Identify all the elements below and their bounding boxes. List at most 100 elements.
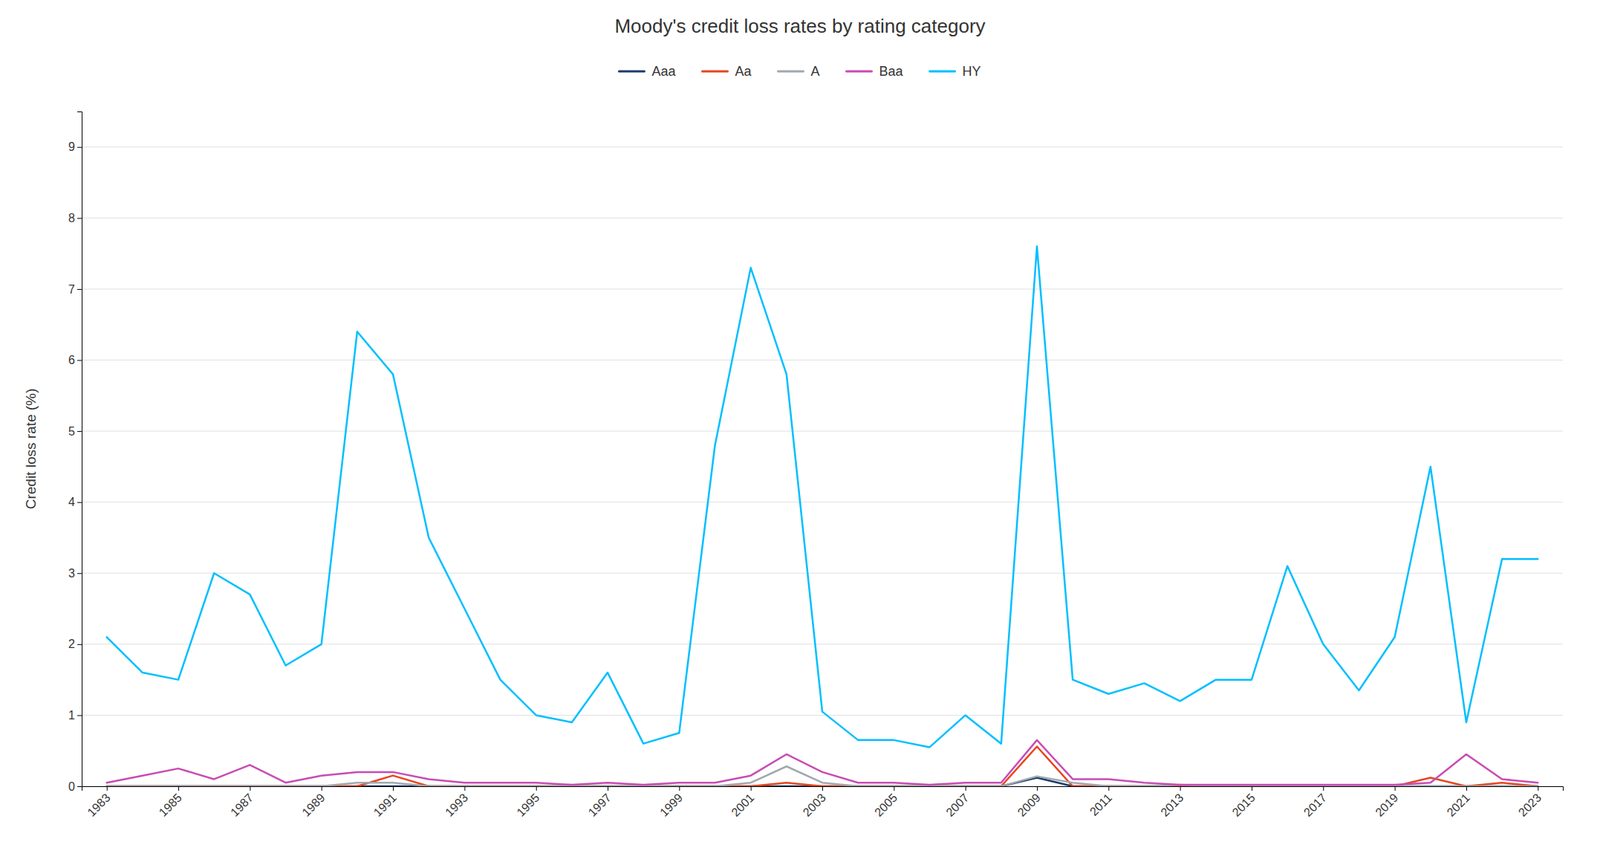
y-axis: 0 1 2 3 4 5 6 7 8 9 (68, 112, 82, 793)
y-axis-title: Credit loss rate (%) (23, 388, 39, 510)
x-tick: 1995 (514, 785, 542, 819)
tick-mark (1251, 785, 1253, 791)
x-tick: 1985 (156, 785, 185, 819)
legend-swatch (929, 70, 956, 73)
tick-mark (607, 785, 609, 791)
x-tick: 1989 (299, 785, 327, 819)
x-tick-label: 2021 (1444, 791, 1473, 819)
legend-swatch (846, 70, 873, 73)
tick-mark (77, 714, 82, 716)
x-tick: 1993 (442, 785, 471, 819)
axis-line (77, 112, 83, 787)
tick-mark (893, 785, 895, 791)
y-tick: 0 (68, 779, 82, 793)
grid-line (81, 146, 1563, 148)
x-tick-label: 1991 (371, 791, 399, 819)
series-line (106, 739, 1539, 785)
x-tick-label: 2009 (1015, 791, 1043, 819)
y-tick: 3 (68, 566, 82, 580)
x-tick-label: 2015 (1230, 791, 1258, 819)
tick-mark (464, 785, 465, 791)
x-tick-label: 2001 (728, 791, 757, 819)
plot: 1983198519871989199119931995199719992001… (68, 112, 1563, 819)
x-tick: 2011 (1087, 785, 1115, 818)
tick-mark (1394, 785, 1396, 791)
x-tick-label: 1989 (299, 791, 327, 819)
x-tick-label: 1993 (442, 791, 471, 819)
tick-mark (1322, 785, 1324, 791)
tick-mark (678, 785, 680, 791)
tick-mark (77, 360, 82, 362)
tick-mark (77, 288, 82, 290)
x-tick-label: 2023 (1516, 791, 1544, 819)
legend-label: Aaa (651, 63, 676, 79)
y-tick: 4 (68, 495, 82, 509)
y-tick-label: 6 (68, 353, 76, 367)
x-axis: 1983 1985 1987 1989 1991 1993 1995 1997 1999 2001… (82, 785, 1564, 819)
title: Moody's credit loss rates by rating cate… (614, 14, 985, 38)
x-tick-label: 1983 (84, 791, 113, 819)
x-tick: 2007 (943, 785, 971, 819)
grid-line (81, 430, 1563, 432)
x-tick-label: 2017 (1301, 791, 1329, 819)
x-tick: 2005 (872, 785, 900, 819)
legend-swatch (778, 70, 804, 73)
y-tick: 9 (68, 140, 82, 154)
y-tick-label: 2 (68, 637, 76, 650)
x-tick-label: 1985 (156, 791, 185, 819)
tick-mark (965, 785, 967, 791)
tick-mark (1036, 785, 1038, 791)
tick-mark (77, 785, 82, 787)
axis-line (82, 786, 1564, 792)
x-tick-label: 2007 (943, 791, 971, 819)
y-tick: 6 (68, 353, 82, 367)
x-tick: 1997 (586, 785, 614, 819)
x-tick: 2013 (1158, 785, 1186, 819)
legend-swatch (618, 70, 645, 73)
x-tick: 2015 (1230, 785, 1258, 819)
legend-item: Baa (846, 63, 904, 79)
y-tick-label: 4 (68, 495, 76, 509)
tick-mark (822, 785, 824, 791)
x-tick-label: 1995 (514, 791, 542, 819)
tick-mark (750, 785, 752, 791)
series-line (106, 745, 1539, 786)
tick-mark (1108, 785, 1110, 791)
y-tick-label: 0 (68, 779, 76, 793)
x-tick-label: 2019 (1372, 791, 1401, 819)
x-tick: 2017 (1301, 785, 1329, 819)
tick-mark (77, 644, 82, 645)
tick-mark (77, 502, 82, 503)
y-tick-label: 1 (68, 708, 76, 722)
legend-item: Aaa (618, 63, 676, 79)
legend-label: Baa (879, 63, 904, 79)
legend-label: HY (962, 63, 982, 79)
grid-line (81, 288, 1563, 289)
x-tick-label: 2003 (800, 791, 829, 819)
tick-mark (178, 785, 180, 791)
y-tick: 5 (68, 424, 82, 438)
tick-mark (1180, 785, 1182, 791)
tick-mark (249, 785, 251, 791)
tick-mark (77, 147, 82, 148)
legend: AaaAaABaaHY (618, 63, 981, 79)
legend-label: Aa (734, 63, 752, 79)
grid-line (81, 359, 1563, 361)
chart: Moody's credit loss rates by rating cate… (0, 0, 1600, 868)
x-tick: 2023 (1516, 785, 1544, 819)
y-tick: 1 (68, 708, 82, 722)
y-tick-label: 3 (68, 566, 76, 580)
x-tick: 2003 (800, 785, 829, 819)
y-tick-label: 8 (68, 211, 76, 225)
x-tick: 1987 (228, 785, 256, 819)
grid (81, 147, 1563, 786)
x-tick: 1991 (371, 785, 399, 819)
x-tick-label: 1987 (228, 791, 256, 819)
y-tick-label: 9 (68, 140, 76, 154)
tick-mark (1537, 785, 1539, 791)
x-tick: 2009 (1015, 785, 1043, 819)
tick-mark (392, 785, 394, 791)
x-tick: 1999 (657, 785, 685, 819)
legend-item: Aa (701, 63, 752, 79)
y-tick-label: 7 (68, 283, 76, 296)
